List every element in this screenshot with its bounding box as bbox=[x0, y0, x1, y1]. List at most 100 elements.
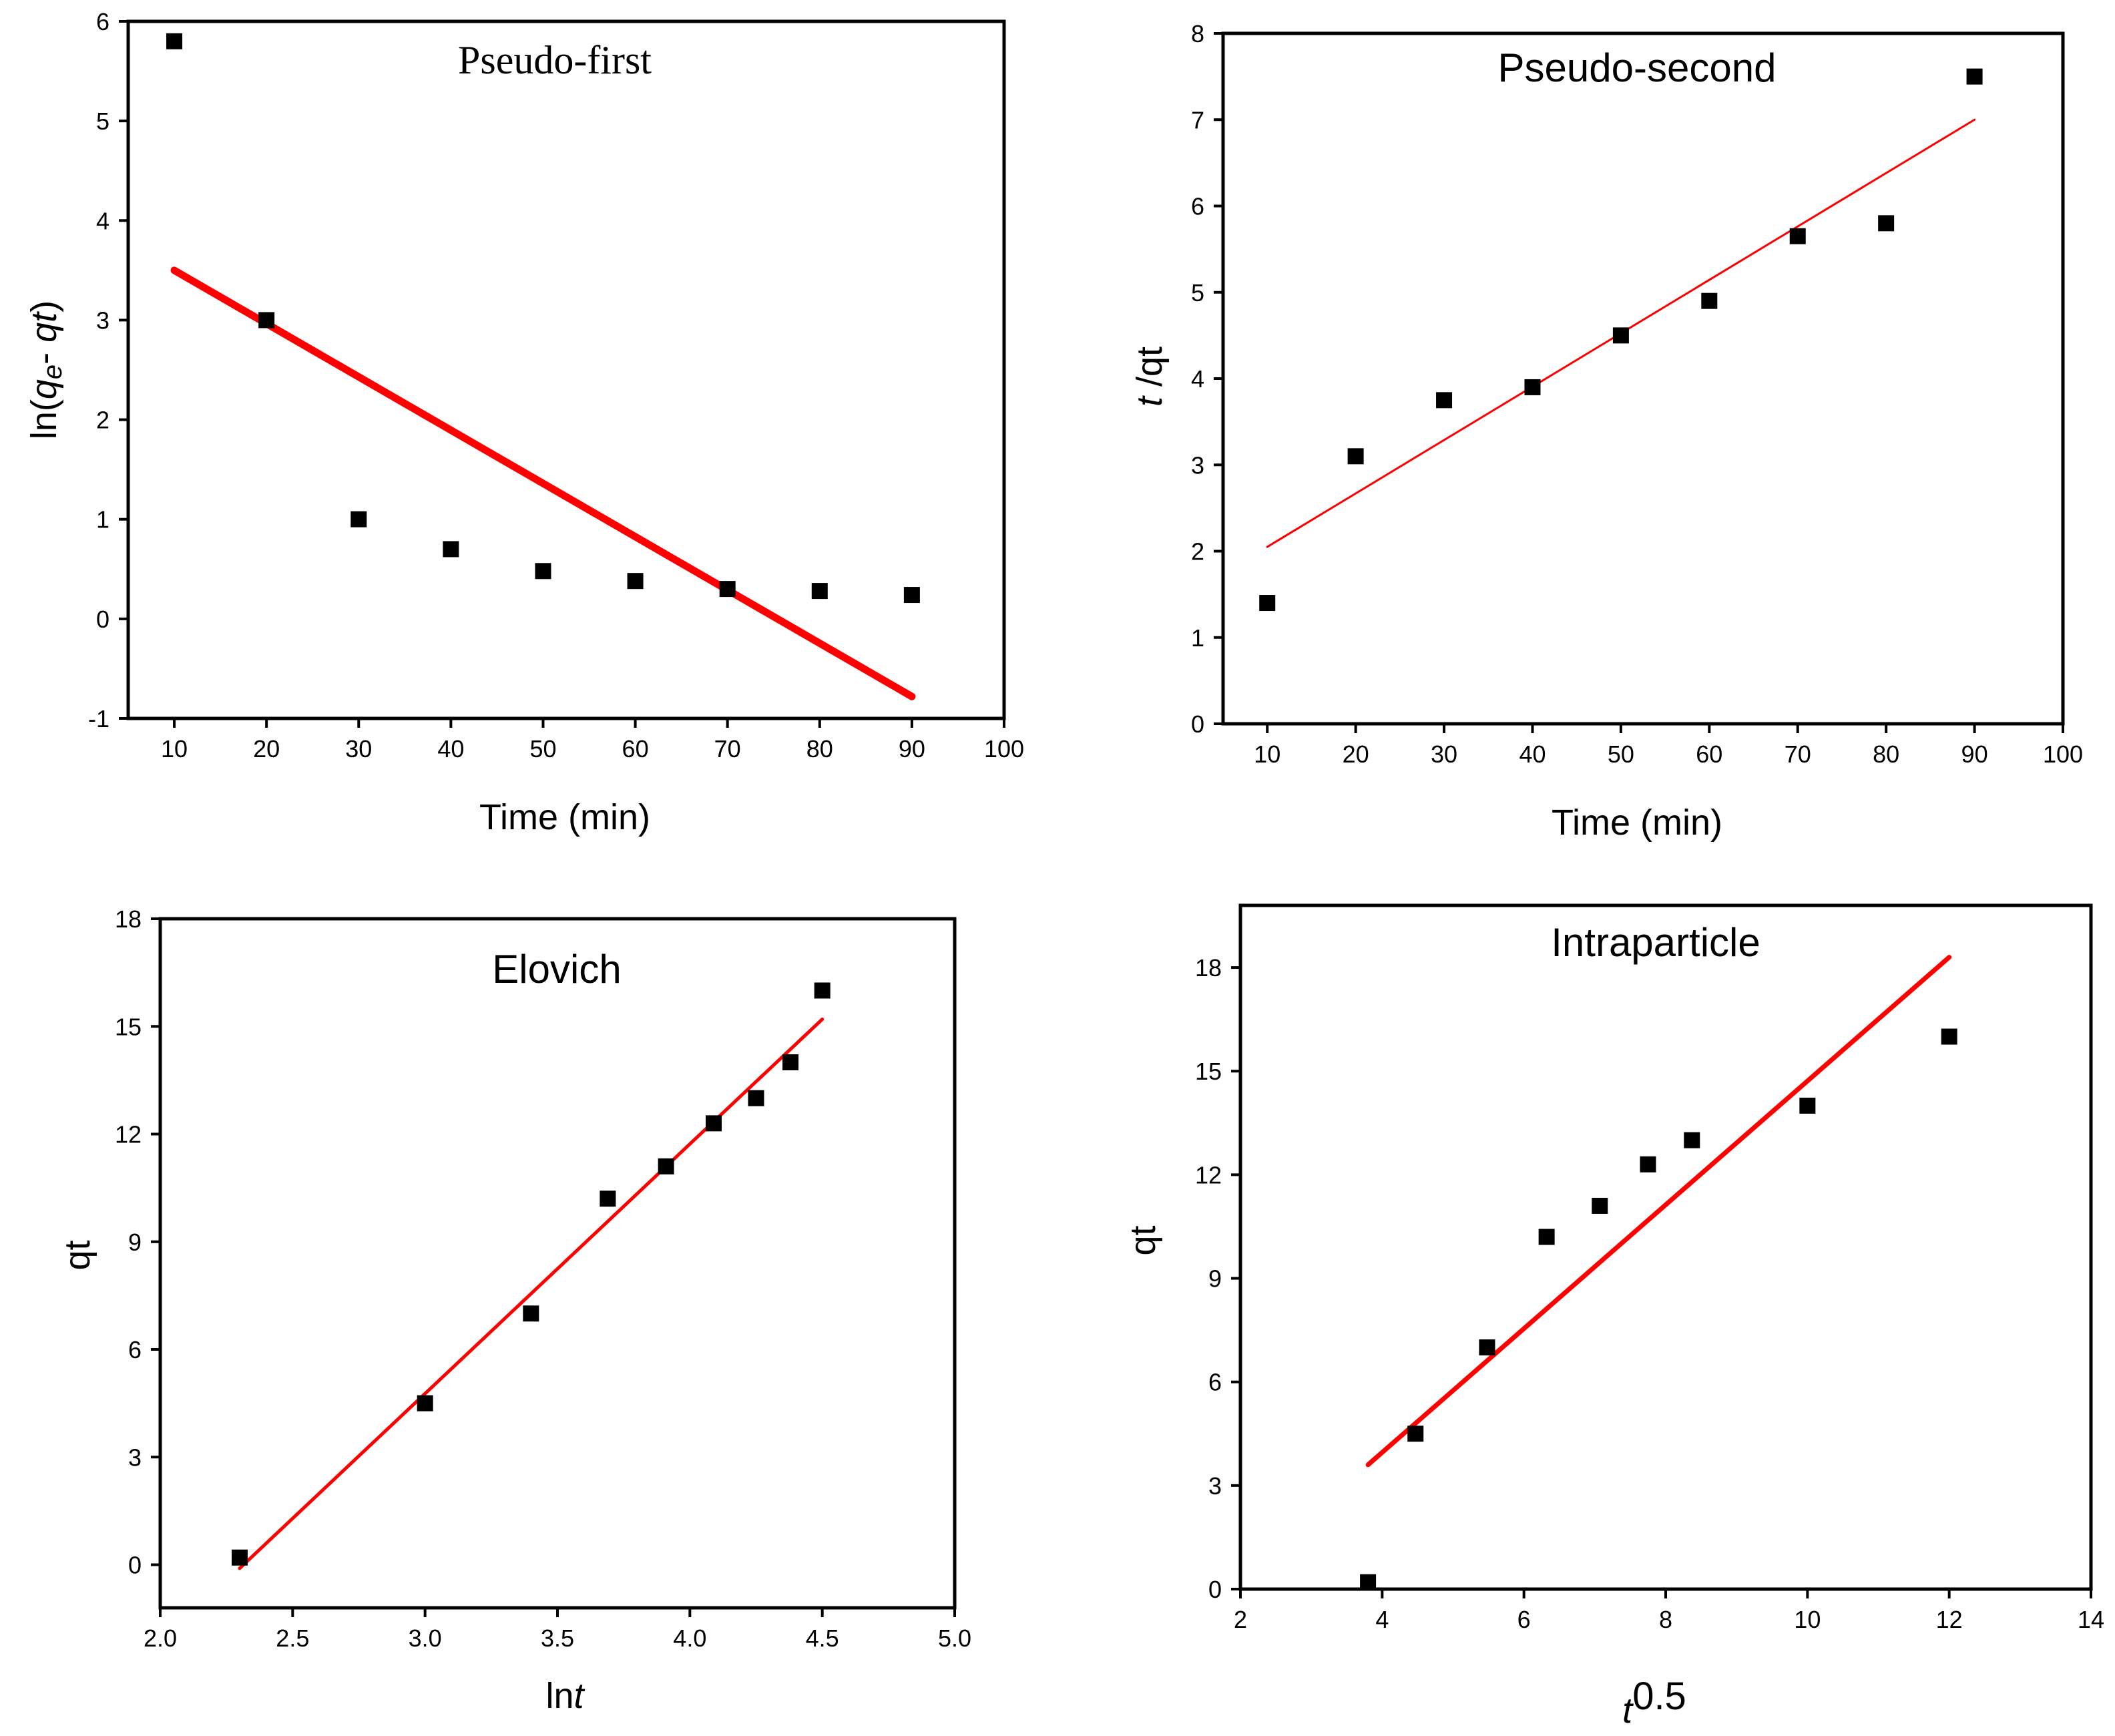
data-point bbox=[1360, 1574, 1377, 1590]
data-point bbox=[1966, 68, 1983, 85]
y-tick-label: 12 bbox=[115, 1121, 142, 1148]
data-point bbox=[1612, 327, 1629, 344]
y-tick-label: 6 bbox=[1191, 193, 1204, 220]
data-point bbox=[417, 1395, 433, 1412]
x-tick-label: 100 bbox=[984, 735, 1024, 763]
data-point bbox=[719, 581, 736, 598]
y-tick-label: 7 bbox=[1191, 106, 1204, 134]
y-tick-label: 1 bbox=[96, 506, 109, 533]
x-tick-label: 60 bbox=[622, 735, 649, 763]
x-tick-label: 100 bbox=[2043, 740, 2083, 768]
panel-pseudo-first: Pseudo-first Time (min) ln(qe- qt) 10 20 3… bbox=[24, 8, 1024, 837]
panel-pseudo-second: Pseudo-second Time (min) t /qt 10 20 30 40 5… bbox=[1130, 20, 2083, 843]
x-tick-label: 80 bbox=[1873, 740, 1899, 768]
x-tick-label: 50 bbox=[529, 735, 556, 763]
data-point bbox=[1407, 1426, 1424, 1442]
x-tick-label: 14 bbox=[2078, 1606, 2104, 1633]
x-ticks: 10 20 30 40 50 60 70 80 90 100 bbox=[161, 718, 1024, 763]
data-point bbox=[1684, 1132, 1700, 1148]
data-point bbox=[1347, 448, 1364, 465]
data-point bbox=[232, 1549, 248, 1566]
data-point bbox=[1259, 595, 1276, 612]
data-point bbox=[811, 583, 828, 600]
x-tick-label: 10 bbox=[1794, 1606, 1821, 1633]
plot-frame bbox=[126, 19, 1006, 720]
y-axis-label: qt bbox=[1123, 1225, 1163, 1255]
fit-line bbox=[1365, 955, 1952, 1468]
x-tick-label: 12 bbox=[1936, 1606, 1963, 1633]
y-tick-label: 6 bbox=[1208, 1369, 1222, 1396]
data-point bbox=[1479, 1339, 1495, 1355]
x-ticks: 2 4 6 8 10 12 14 bbox=[1234, 1589, 2104, 1633]
chart-title: Pseudo-second bbox=[1498, 45, 1777, 90]
x-tick-label: 20 bbox=[1343, 740, 1369, 768]
y-tick-label: 3 bbox=[128, 1444, 142, 1471]
y-tick-label: 0 bbox=[1208, 1576, 1222, 1603]
fit-line bbox=[238, 1018, 825, 1570]
panel-intraparticle: Intraparticle t0.5 qt 2 4 6 8 10 12 14 0 3 6 9 12 1… bbox=[1123, 903, 2104, 1731]
x-tick-label: 2.5 bbox=[276, 1624, 309, 1652]
x-tick-label: 4.0 bbox=[673, 1624, 706, 1652]
y-tick-label: 0 bbox=[1191, 710, 1204, 738]
x-tick-label: 80 bbox=[806, 735, 833, 763]
x-tick-label: 2 bbox=[1234, 1606, 1247, 1633]
panel-elovich: Elovich lnt qt 2.0 2.5 3.0 3.5 4.0 4.5 5.0 0 3 6… bbox=[57, 905, 971, 1716]
x-tick-label: 60 bbox=[1696, 740, 1722, 768]
x-axis-label: t0.5 bbox=[1622, 1675, 1686, 1731]
x-tick-label: 6 bbox=[1517, 1606, 1531, 1633]
x-tick-label: 40 bbox=[1519, 740, 1546, 768]
data-point bbox=[903, 587, 920, 604]
data-point bbox=[706, 1115, 722, 1132]
y-tick-label: 2 bbox=[96, 407, 109, 434]
y-tick-label: 18 bbox=[1195, 954, 1222, 982]
data-point bbox=[1640, 1156, 1656, 1172]
data-point bbox=[1592, 1197, 1608, 1214]
plot-frame bbox=[1238, 903, 2093, 1591]
data-point bbox=[443, 541, 459, 558]
data-marks bbox=[232, 982, 831, 1570]
x-tick-label: 90 bbox=[899, 735, 925, 763]
x-axis-label: lnt bbox=[545, 1676, 585, 1716]
x-tick-label: 5.0 bbox=[938, 1624, 971, 1652]
y-tick-label: -1 bbox=[88, 705, 109, 732]
plot-frame bbox=[1221, 31, 2065, 726]
y-tick-label: 1 bbox=[1191, 624, 1204, 652]
data-point bbox=[1789, 228, 1806, 244]
x-tick-label: 50 bbox=[1608, 740, 1634, 768]
data-point bbox=[166, 33, 183, 49]
x-tick-label: 40 bbox=[437, 735, 464, 763]
y-tick-label: 6 bbox=[128, 1336, 142, 1363]
x-tick-label: 30 bbox=[1431, 740, 1457, 768]
data-marks bbox=[1360, 955, 1957, 1590]
y-tick-label: 5 bbox=[96, 107, 109, 135]
x-tick-label: 30 bbox=[345, 735, 372, 763]
y-tick-label: 8 bbox=[1191, 20, 1204, 47]
data-point bbox=[748, 1090, 764, 1106]
data-marks bbox=[1259, 68, 1983, 612]
x-tick-label: 4.5 bbox=[806, 1624, 839, 1652]
y-tick-label: 4 bbox=[1191, 365, 1204, 393]
plot-frame bbox=[158, 917, 957, 1610]
data-marks bbox=[166, 33, 920, 700]
data-point bbox=[1878, 215, 1895, 232]
x-tick-label: 10 bbox=[1254, 740, 1280, 768]
x-axis-label: Time (min) bbox=[1552, 803, 1722, 843]
y-tick-label: 5 bbox=[1191, 279, 1204, 306]
x-tick-label: 20 bbox=[253, 735, 280, 763]
x-ticks: 2.0 2.5 3.0 3.5 4.0 4.5 5.0 bbox=[144, 1608, 971, 1652]
y-tick-label: 15 bbox=[115, 1013, 142, 1040]
y-axis-label: t /qt bbox=[1130, 347, 1170, 407]
y-tick-label: 0 bbox=[128, 1552, 142, 1579]
y-tick-label: 15 bbox=[1195, 1058, 1222, 1085]
y-tick-label: 3 bbox=[1191, 451, 1204, 479]
x-tick-label: 90 bbox=[1961, 740, 1988, 768]
y-axis-label: ln(qe- qt) bbox=[24, 300, 67, 439]
chart-title: Pseudo-first bbox=[458, 38, 652, 82]
data-point bbox=[1436, 392, 1453, 409]
y-ticks: 0 3 6 9 12 15 18 bbox=[115, 905, 160, 1579]
x-axis-label: Time (min) bbox=[479, 797, 650, 837]
y-ticks: 0 3 6 9 12 15 18 bbox=[1195, 954, 1240, 1603]
data-point bbox=[350, 511, 367, 527]
data-point bbox=[523, 1305, 539, 1322]
